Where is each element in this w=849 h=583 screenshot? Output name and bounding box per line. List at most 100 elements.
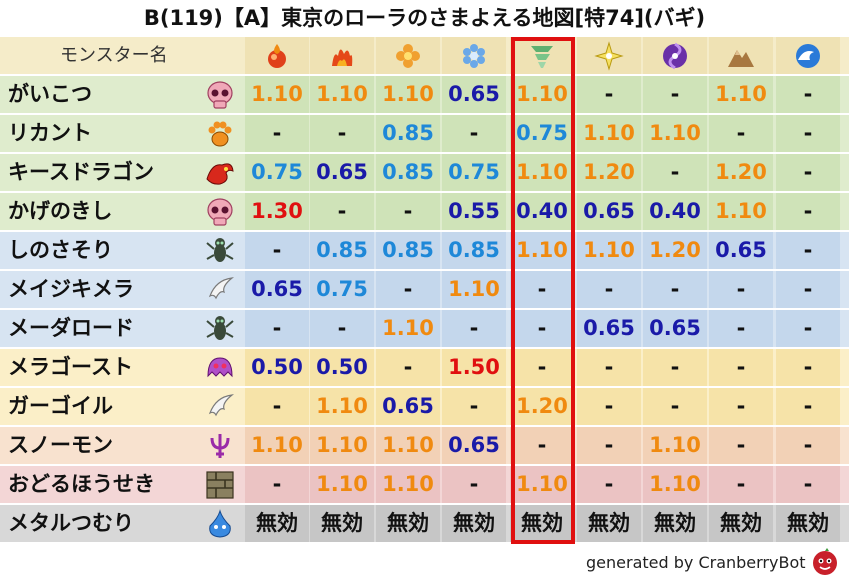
wing-icon (208, 277, 235, 300)
value-cell: 1.10 (709, 76, 773, 113)
value-cell: 無効 (776, 505, 840, 542)
value-cell: 1.10 (510, 466, 574, 503)
value-cell: 1.10 (376, 76, 440, 113)
value-cell: - (376, 349, 440, 386)
jibaria-icon (728, 50, 754, 67)
value-cell: 0.65 (442, 427, 506, 464)
value-cell: - (709, 466, 773, 503)
monster-name: スノーモン (8, 433, 113, 457)
value-cell: - (709, 388, 773, 425)
value-cell: 0.75 (310, 271, 374, 308)
value-cell: 1.10 (376, 466, 440, 503)
value-cell: - (245, 115, 309, 152)
value-cell: - (776, 115, 840, 152)
value-cell: - (709, 349, 773, 386)
value-cell: - (310, 310, 374, 347)
value-cell: - (709, 310, 773, 347)
value-cell: 0.50 (310, 349, 374, 386)
skull-icon (207, 81, 233, 109)
value-cell: 0.65 (245, 271, 309, 308)
value-cell: 0.75 (510, 115, 574, 152)
value-cell: 1.20 (643, 232, 707, 269)
value-cell: 0.65 (643, 310, 707, 347)
value-cell: 1.20 (577, 154, 641, 191)
monster-name: おどるほうせき (8, 472, 155, 496)
value-cell: - (577, 76, 641, 113)
value-cell: - (643, 388, 707, 425)
value-cell: 無効 (310, 505, 374, 542)
monster-name: メタルつむり (8, 511, 134, 535)
value-cell: 0.65 (310, 154, 374, 191)
value-cell: 0.40 (510, 193, 574, 230)
value-cell: - (245, 388, 309, 425)
value-cell: - (776, 193, 840, 230)
dein-icon (594, 41, 624, 71)
monster-name: がいこつ (8, 82, 92, 106)
value-cell: - (643, 76, 707, 113)
value-cell: 0.85 (310, 232, 374, 269)
table-row: しのさそり -0.85 0.85 0.85 1.10 1.10 1.20 0.65- (0, 232, 849, 269)
doruma-icon (663, 42, 687, 70)
value-cell: 無効 (376, 505, 440, 542)
value-cell: - (776, 271, 840, 308)
value-cell: 1.10 (310, 466, 374, 503)
value-cell: - (510, 310, 574, 347)
page-title: B(119)【A】東京のローラのさまよえる地図[特74](バギ) (143, 6, 706, 30)
table-row: メイジキメラ 0.65 0.75-1.10- - - - - (0, 271, 849, 308)
value-cell: 0.50 (245, 349, 309, 386)
value-cell: 1.20 (709, 154, 773, 191)
value-cell: 0.75 (442, 154, 506, 191)
value-cell: - (709, 271, 773, 308)
value-cell: - (310, 115, 374, 152)
value-cell: - (709, 115, 773, 152)
value-cell: 1.10 (709, 193, 773, 230)
paw-icon (208, 121, 232, 147)
monster-name: メーダロード (8, 316, 134, 340)
value-cell: - (776, 466, 840, 503)
gira-icon (332, 49, 353, 66)
value-cell: - (376, 271, 440, 308)
value-cell: - (643, 349, 707, 386)
value-cell: - (577, 427, 641, 464)
value-cell: 0.65 (577, 193, 641, 230)
value-cell: 無効 (442, 505, 506, 542)
value-cell: - (245, 310, 309, 347)
insect-icon (206, 238, 234, 262)
value-cell: - (577, 466, 641, 503)
value-cell: - (442, 466, 506, 503)
value-cell: - (442, 310, 506, 347)
table-row: スノーモン 1.10 1.10 1.10 0.65- -1.10- - (0, 427, 849, 464)
value-cell: - (776, 76, 840, 113)
value-cell: 1.10 (510, 154, 574, 191)
table-row: ガーゴイル -1.10 0.65-1.20- - - - (0, 388, 849, 425)
value-cell: - (577, 271, 641, 308)
insect-icon (206, 316, 234, 340)
table-row: がいこつ 1.10 1.10 1.10 0.65 1.10- -1.10- (0, 76, 849, 113)
value-cell: 0.65 (709, 232, 773, 269)
table-row: メラゴースト 0.50 0.50-1.50- - - - - (0, 349, 849, 386)
value-cell: - (442, 388, 506, 425)
value-cell: - (577, 388, 641, 425)
value-cell: - (376, 193, 440, 230)
value-cell: - (577, 349, 641, 386)
cranberry-bot-icon (813, 548, 837, 575)
header-cell-8 (709, 37, 773, 74)
value-cell: - (245, 466, 309, 503)
value-cell: 0.65 (577, 310, 641, 347)
monster-name: かげのきし (8, 199, 113, 223)
value-cell: 1.50 (442, 349, 506, 386)
ghost-icon (207, 357, 233, 378)
table-row: おどるほうせき -1.10 1.10-1.10-1.10- - (0, 466, 849, 503)
io-icon (396, 44, 420, 68)
header-monster-name-label: モンスター名 (60, 45, 168, 66)
value-cell: 1.30 (245, 193, 309, 230)
wave-icon (796, 44, 820, 68)
skull-icon (207, 198, 233, 226)
value-cell: 0.65 (442, 76, 506, 113)
value-cell: - (776, 427, 840, 464)
value-cell: - (442, 115, 506, 152)
value-cell: 0.85 (376, 154, 440, 191)
value-cell: 1.10 (310, 76, 374, 113)
hyado-icon (463, 44, 485, 68)
table-row: メーダロード - -1.10- -0.65 0.65- - (0, 310, 849, 347)
